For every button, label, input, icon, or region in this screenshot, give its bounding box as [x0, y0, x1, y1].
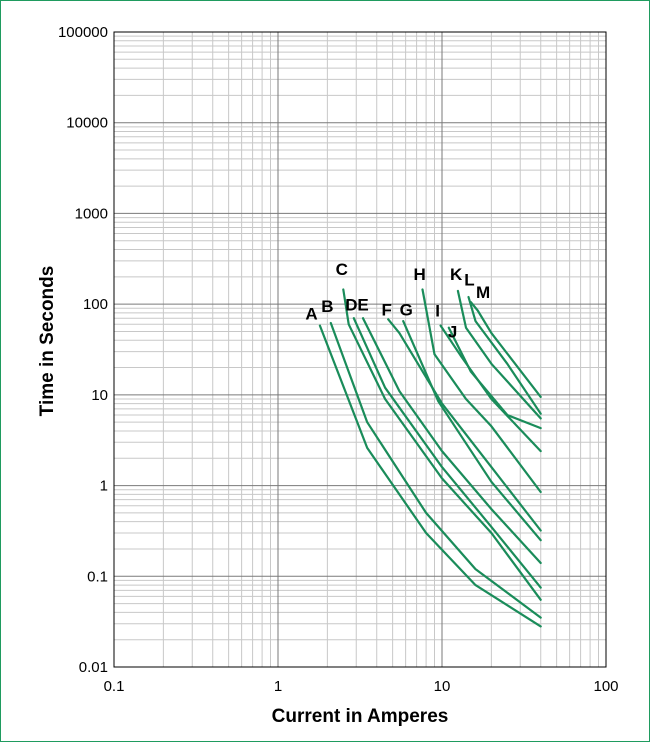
- curve-g: [402, 320, 542, 542]
- curve-b: [329, 321, 542, 619]
- curve-d: [352, 317, 542, 589]
- plot-border: [113, 31, 607, 668]
- y-tick-label: 0.01: [79, 659, 108, 676]
- y-axis-title: Time in Seconds: [37, 266, 58, 417]
- curve-label-e: E: [357, 296, 368, 315]
- y-tick-label: 100000: [58, 24, 108, 41]
- curve-label-i: I: [435, 302, 440, 321]
- x-tick-label: 0.1: [104, 678, 125, 695]
- curve-label-l: L: [464, 271, 474, 290]
- series-layer: [318, 288, 542, 628]
- y-tick-label: 10000: [66, 115, 108, 132]
- curve-m: [469, 301, 542, 398]
- curve-a: [318, 324, 542, 628]
- curve-j: [447, 326, 542, 430]
- curve-h: [421, 288, 542, 494]
- curve-f: [387, 318, 542, 532]
- curve-label-f: F: [381, 300, 391, 319]
- curve-c: [342, 288, 542, 601]
- y-tick-label: 1000: [75, 205, 108, 222]
- curve-label-h: H: [413, 265, 425, 284]
- y-tick-label: 0.1: [87, 568, 108, 585]
- curve-label-g: G: [400, 300, 413, 319]
- curve-l: [467, 295, 542, 415]
- x-tick-label: 10: [434, 678, 451, 695]
- curve-label-c: C: [336, 260, 348, 279]
- curve-k: [456, 289, 542, 420]
- y-tick-labels: 0.01 0.1 1 10 100 1000 10000 100000: [58, 24, 108, 676]
- curve-label-j: J: [448, 322, 457, 341]
- grid-minor: [114, 32, 606, 667]
- y-tick-label: 10: [91, 387, 108, 404]
- y-tick-label: 1: [100, 478, 108, 495]
- curve-label-a: A: [305, 304, 317, 323]
- curve-label-d: D: [345, 296, 357, 315]
- curve-e: [361, 317, 542, 565]
- curve-label-m: M: [476, 283, 490, 302]
- x-tick-labels: 0.1 1 10 100: [104, 678, 619, 695]
- y-tick-label: 100: [83, 296, 108, 313]
- curve-label-b: B: [321, 297, 333, 316]
- x-axis-title: Current in Amperes: [272, 706, 449, 727]
- curve-i: [439, 324, 542, 453]
- x-tick-label: 100: [593, 678, 618, 695]
- x-tick-label: 1: [274, 678, 282, 695]
- curve-label-k: K: [450, 265, 463, 284]
